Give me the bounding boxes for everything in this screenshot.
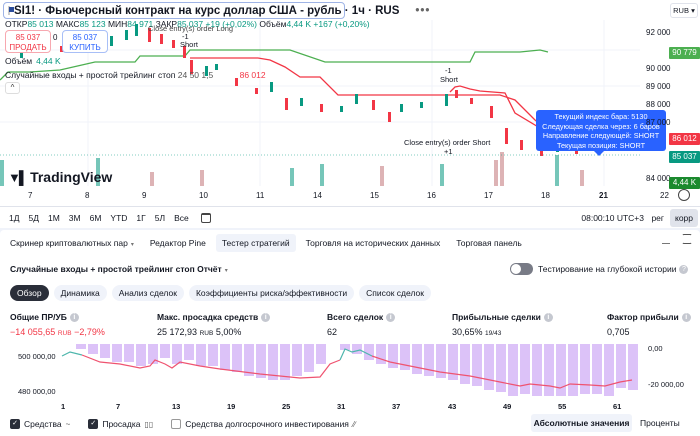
minimize-icon[interactable]	[662, 236, 670, 244]
time-axis[interactable]: 7 8 9 10 11 14 15 16 17 18 21 22	[28, 191, 669, 200]
us-flag-icon	[8, 6, 14, 15]
deep-history-label: Тестирование на глубокой истории?	[538, 264, 689, 275]
spread-value: 0	[53, 33, 58, 42]
bottom-tabs: Скринер криптовалютных пар ▾ Редактор Pin…	[0, 232, 528, 254]
more-icon[interactable]: •••	[415, 4, 431, 17]
short-annotation-2: Short	[440, 75, 458, 84]
strategy-tooltip: Текущий индекс бара: 5130 Следующая сделк…	[536, 110, 666, 156]
legend-drawdown[interactable]: ✓ Просадка ▯▯	[88, 419, 153, 429]
range-1d[interactable]: 1Д	[9, 212, 20, 223]
equity-axis-left-1: 480 000,00	[18, 387, 56, 396]
equity-axis-right-0: 0,00	[648, 344, 663, 353]
clock[interactable]: 08:00:10 UTC+3	[581, 212, 644, 223]
line-icon: ⁄∕	[352, 419, 356, 429]
range-all[interactable]: Все	[174, 212, 189, 223]
report-title[interactable]: Случайные входы + простой трейлинг стоп …	[10, 264, 228, 274]
short-qty-annotation-2: -1	[445, 66, 452, 75]
symbol-search[interactable]: SI1! · Фьючерсный контракт на курс долла…	[3, 2, 429, 19]
price-chart[interactable]: SI1! · Фьючерсный контракт на курс долла…	[0, 0, 700, 206]
metrics-row: Общие ПР/УБ i −14 055,65 RUB −2,79% Макс.…	[10, 312, 700, 342]
symbol-title: SI1! · Фьючерсный контракт на курс долла…	[14, 4, 400, 17]
collapse-legend-button[interactable]: ^	[5, 82, 20, 94]
strategy-tester-panel: Скринер криптовалютных пар ▾ Редактор Pin…	[0, 230, 700, 436]
ohlc-legend: ОТКР85 013 МАКС85 123 МИН84 971 ЗАКР85 0…	[5, 19, 370, 29]
report-subtabs: Обзор Динамика Анализ сделок Коэффициент…	[10, 285, 431, 301]
info-icon: i	[261, 313, 271, 323]
chart-settings-icon[interactable]	[678, 189, 690, 201]
price-tag-last: 85 037	[669, 151, 700, 163]
bars-icon: ▯▯	[144, 419, 154, 429]
checkbox-checked-icon: ✓	[10, 419, 20, 429]
range-6m[interactable]: 6М	[89, 212, 102, 223]
legend-buy-hold[interactable]: Средства долгосрочного инвестирования ⁄∕	[171, 419, 356, 429]
close-short-annotation: Close entry(s) order Short	[404, 138, 491, 147]
info-icon: i	[386, 313, 396, 323]
price-tag-high: 90 779	[669, 47, 700, 59]
tab-pine-editor[interactable]: Редактор Pine	[149, 238, 206, 248]
tradingview-logo[interactable]: ▼▌ TradingView	[8, 169, 113, 185]
subtab-trades-analysis[interactable]: Анализ сделок	[111, 285, 184, 301]
chevron-down-icon: ▾	[224, 268, 228, 274]
equity-axis-right-1: -20 000,00	[648, 380, 684, 389]
deep-history-toggle[interactable]	[510, 263, 533, 275]
equity-axis-left-0: 500 000,00	[18, 352, 56, 361]
buy-button[interactable]: 85 037 КУПИТЬ	[62, 30, 108, 53]
maximize-icon[interactable]	[682, 234, 692, 244]
volume-indicator-label[interactable]: Объём 4,44 K	[5, 56, 61, 66]
close-long-annotation: Close entry(s) order Long	[148, 24, 234, 33]
equity-x-axis: 1 7 13 19 25 31 37 43 49 55 61	[61, 402, 622, 411]
metric-net-profit: Общие ПР/УБ i −14 055,65 RUB −2,79%	[10, 312, 105, 338]
info-icon: i	[69, 313, 79, 323]
absolute-values-button[interactable]: Абсолютные значения	[531, 414, 632, 432]
subtab-overview[interactable]: Обзор	[10, 285, 49, 301]
short-annotation: Short	[180, 40, 198, 49]
equity-legend: ✓ Средства ~ ✓ Просадка ▯▯ Средства долгосро…	[10, 417, 700, 431]
metric-profitable-trades: Прибыльные сделки i 30,65% 19/43	[452, 312, 553, 337]
chevron-down-icon: ▾	[130, 242, 134, 248]
metric-total-trades: Всего сделок i 62	[327, 312, 396, 337]
legend-equity[interactable]: ✓ Средства ~	[10, 419, 70, 429]
session-toggle[interactable]: рег	[651, 212, 664, 223]
tab-crypto-screener[interactable]: Скринер криптовалютных пар ▾	[10, 238, 134, 248]
adjust-button[interactable]: корр	[670, 209, 698, 227]
strategy-indicator-label[interactable]: Случайные входы + простой трейлинг стоп …	[5, 70, 266, 80]
range-1m[interactable]: 1М	[47, 212, 60, 223]
subtab-performance[interactable]: Динамика	[53, 285, 107, 301]
range-5d[interactable]: 5Д	[28, 212, 39, 223]
help-icon: ?	[679, 265, 689, 275]
subtab-trades-list[interactable]: Список сделок	[359, 285, 431, 301]
volume-tag: 4,44 K	[669, 177, 700, 189]
subtab-risk-ratios[interactable]: Коэффициенты риска/эффективности	[188, 285, 355, 301]
checkbox-checked-icon: ✓	[88, 419, 99, 429]
tab-trading-panel[interactable]: Торговая панель	[456, 238, 522, 248]
tv-logo-icon: ▼▌	[8, 169, 28, 185]
range-ytd[interactable]: YTD	[110, 212, 128, 223]
range-3m[interactable]: 3М	[68, 212, 81, 223]
range-toolbar: 1Д 5Д 1М 3М 6М YTD 1Г 5Л Все 08:00:10 UT…	[0, 206, 700, 228]
range-1y[interactable]: 1Г	[136, 212, 146, 223]
tab-replay-trading[interactable]: Торговля на исторических данных	[305, 238, 441, 248]
line-icon: ~	[65, 419, 71, 429]
info-icon: i	[681, 313, 691, 323]
currency-select[interactable]: RUB ▾	[670, 3, 698, 18]
tab-strategy-tester[interactable]: Тестер стратегий	[215, 234, 296, 252]
metric-profit-factor: Фактор прибыли i 0,705	[607, 312, 691, 337]
close-short-qty: +1	[444, 147, 453, 156]
short-qty-annotation: -1	[182, 32, 189, 41]
range-5y[interactable]: 5Л	[154, 212, 166, 223]
checkbox-unchecked-icon	[171, 419, 182, 429]
metric-max-drawdown: Макс. просадка средств i 25 172,93 RUB 5,…	[157, 312, 271, 337]
price-tag-stop: 86 012	[669, 133, 700, 145]
info-icon: i	[543, 313, 553, 323]
sell-button[interactable]: 85 037 ПРОДАТЬ	[5, 30, 51, 53]
percent-values-button[interactable]: Проценты	[640, 418, 680, 428]
equity-chart[interactable]: 500 000,00 480 000,00 0,00 -20 000,00	[0, 344, 700, 406]
goto-date-icon[interactable]	[200, 212, 211, 223]
